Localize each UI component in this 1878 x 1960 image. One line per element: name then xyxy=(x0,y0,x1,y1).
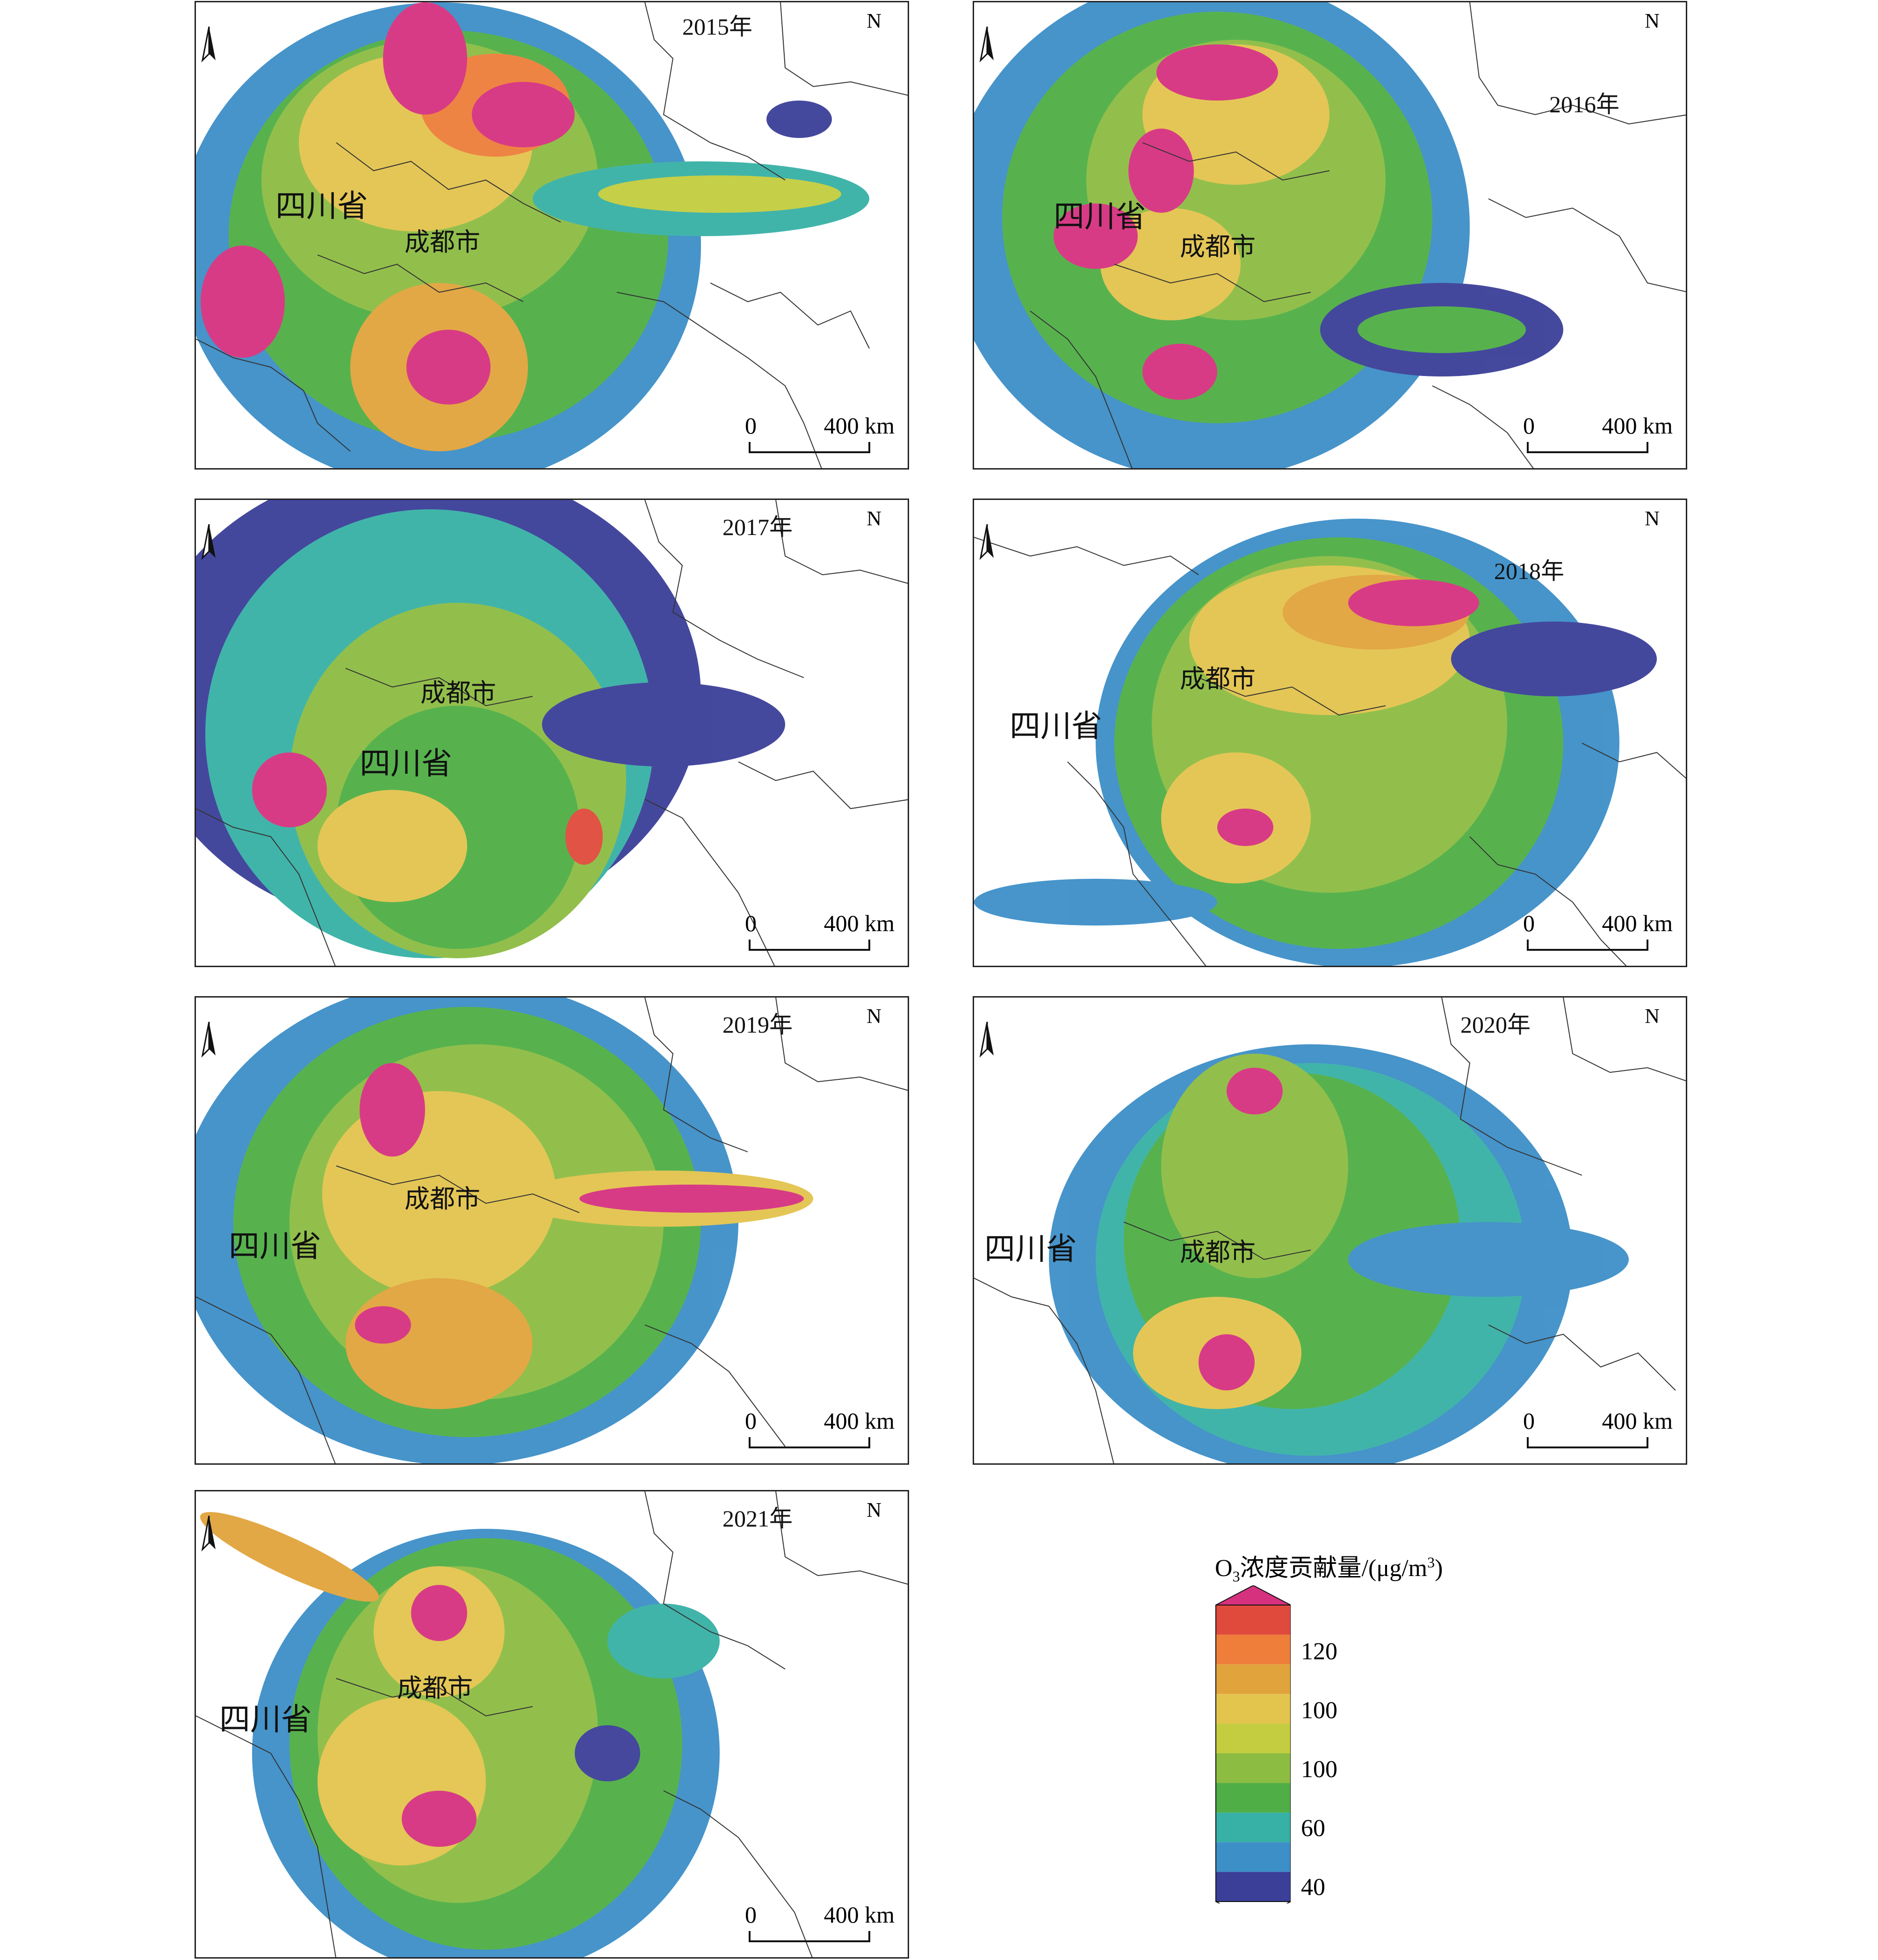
scale-line xyxy=(749,1931,870,1942)
scale-bar: 0 400 km xyxy=(745,910,895,956)
map-panel-2017: 2017年 四川省 成都市 N 0 400 km xyxy=(195,499,909,967)
scale-bar: 0 400 km xyxy=(1523,1407,1673,1454)
scale-end: 400 km xyxy=(1602,412,1673,439)
scale-end: 400 km xyxy=(1602,1408,1673,1434)
tick-label: 40 xyxy=(1301,1874,1325,1901)
map-panel-2020: 2020年 四川省 成都市 N 0 400 km xyxy=(973,996,1687,1465)
scale-line xyxy=(1527,1437,1648,1448)
concentration-map xyxy=(974,998,1686,1463)
year-label: 2015年 xyxy=(682,14,752,40)
city-label: 成都市 xyxy=(1180,1237,1256,1267)
scale-bar: 0 400 km xyxy=(745,412,895,459)
map-panel-2021: 2021年 四川省 成都市 N 0 400 km xyxy=(195,1490,909,1959)
concentration-map xyxy=(196,500,908,966)
map-panel-2018: 2018年 四川省 成都市 N 0 400 km xyxy=(973,499,1687,967)
city-label: 成都市 xyxy=(1180,232,1256,261)
north-arrow-icon xyxy=(201,524,216,560)
north-label: N xyxy=(1645,507,1660,530)
year-label: 2021年 xyxy=(722,1505,793,1532)
tick-label: 100 xyxy=(1301,1697,1337,1724)
year-label: 2017年 xyxy=(722,514,793,540)
scale-bar: 0 400 km xyxy=(1523,910,1673,956)
scale-line xyxy=(749,940,870,951)
scale-line xyxy=(749,442,870,453)
province-label: 四川省 xyxy=(275,188,368,224)
city-label: 成都市 xyxy=(420,678,496,708)
city-label: 成都市 xyxy=(404,1184,480,1214)
colorbar xyxy=(1215,1585,1291,1903)
scale-bar: 0 400 km xyxy=(745,1407,895,1454)
province-label: 四川省 xyxy=(984,1231,1077,1267)
scale-line xyxy=(1527,442,1648,453)
concentration-map xyxy=(196,998,908,1463)
scale-start: 0 xyxy=(1523,1408,1535,1434)
colorbar-segment xyxy=(1216,1753,1291,1783)
year-label: 2016年 xyxy=(1549,91,1619,117)
scale-start: 0 xyxy=(745,910,757,936)
scale-line xyxy=(1527,940,1648,951)
north-label: N xyxy=(867,1498,881,1521)
scale-start: 0 xyxy=(1523,412,1535,439)
north-arrow-icon xyxy=(201,1021,216,1058)
colorbar-segment xyxy=(1216,1723,1291,1753)
colorbar-segment xyxy=(1216,1694,1291,1724)
north-label: N xyxy=(1645,1005,1660,1027)
concentration-map xyxy=(974,519,1686,966)
province-label: 四川省 xyxy=(360,745,452,781)
province-label: 四川省 xyxy=(219,1701,312,1737)
north-arrow-icon xyxy=(201,26,216,63)
province-label: 四川省 xyxy=(1010,708,1102,744)
concentration-map xyxy=(196,2,908,468)
north-arrow-icon xyxy=(979,1021,994,1058)
colorbar-segment xyxy=(1216,1812,1291,1843)
tick-label: 60 xyxy=(1301,1815,1325,1842)
north-label: N xyxy=(867,9,881,32)
province-label: 四川省 xyxy=(229,1228,321,1264)
scale-end: 400 km xyxy=(823,412,895,439)
legend-title: O3浓度贡献量/(μg/m3) xyxy=(1215,1554,1443,1585)
colorbar-segment xyxy=(1216,1605,1291,1635)
north-label: N xyxy=(867,507,881,530)
city-label: 成都市 xyxy=(397,1673,473,1703)
colorbar-segment xyxy=(1216,1783,1291,1813)
north-label: N xyxy=(1645,9,1660,32)
map-panel-2016: 2016年 四川省 成都市 N 0 400 km xyxy=(973,1,1687,470)
scale-line xyxy=(749,1437,870,1448)
scale-start: 0 xyxy=(745,412,757,439)
colorbar-segment xyxy=(1216,1842,1291,1872)
tick-label: 100 xyxy=(1301,1756,1337,1783)
scale-start: 0 xyxy=(745,1902,757,1928)
north-arrow-icon xyxy=(201,1515,216,1552)
year-label: 2018年 xyxy=(1494,558,1564,584)
colorbar-segment xyxy=(1216,1664,1291,1694)
year-label: 2020年 xyxy=(1460,1012,1531,1038)
map-panel-2019: 2019年 四川省 成都市 N 0 400 km xyxy=(195,996,909,1465)
scale-bar: 0 400 km xyxy=(1523,412,1673,459)
scale-end: 400 km xyxy=(823,1902,895,1928)
scale-bar: 0 400 km xyxy=(745,1901,895,1948)
color-legend: O3浓度贡献量/(μg/m3) 120 100 100 60 40 xyxy=(1202,1548,1529,1913)
concentration-map xyxy=(196,1491,908,1957)
city-label: 成都市 xyxy=(1180,664,1256,694)
province-label: 四川省 xyxy=(1054,198,1146,234)
year-label: 2019年 xyxy=(722,1012,793,1038)
scale-start: 0 xyxy=(1523,910,1535,936)
scale-end: 400 km xyxy=(1602,910,1673,936)
north-arrow-icon xyxy=(979,26,994,63)
colorbar-segment xyxy=(1216,1635,1291,1664)
scale-start: 0 xyxy=(745,1408,757,1434)
map-panel-2015: 2015年 四川省 成都市 N 0 400 km xyxy=(195,1,909,470)
city-label: 成都市 xyxy=(404,227,480,257)
concentration-map xyxy=(974,2,1686,468)
colorbar-segment xyxy=(1216,1872,1291,1902)
colorbar-bottom-triangle xyxy=(1215,1901,1291,1903)
north-label: N xyxy=(867,1005,881,1027)
scale-end: 400 km xyxy=(823,910,895,936)
scale-end: 400 km xyxy=(823,1408,895,1434)
tick-label: 120 xyxy=(1301,1638,1337,1665)
colorbar-top-triangle xyxy=(1215,1585,1291,1606)
north-arrow-icon xyxy=(979,524,994,560)
